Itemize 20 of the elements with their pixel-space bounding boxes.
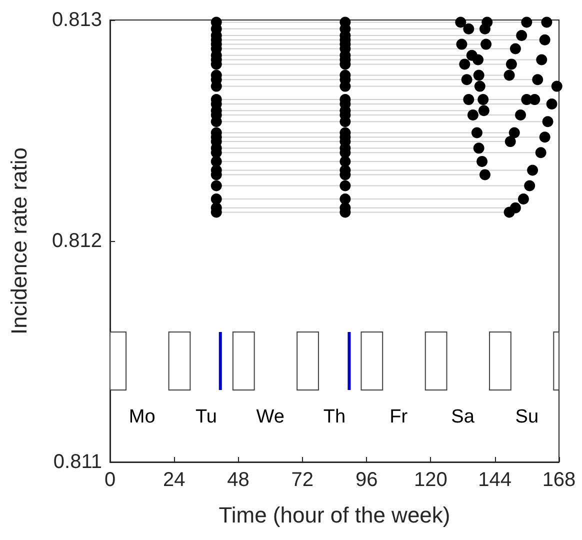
x-tick-label: 144: [478, 469, 512, 491]
annotation: Mo: [128, 406, 156, 428]
x-axis-title: Time (hour of the week): [218, 502, 450, 528]
annotation: Tu: [195, 406, 217, 428]
annotation: Sa: [451, 406, 475, 428]
annotation: We: [256, 406, 284, 428]
annotation: Su: [515, 406, 539, 428]
y-tick-label: 0.811: [53, 451, 102, 473]
x-tick-label: 24: [163, 469, 186, 491]
x-tick-label: 48: [227, 469, 250, 491]
x-tick-label: 0: [104, 469, 116, 491]
y-tick-label: 0.812: [52, 230, 102, 252]
y-tick-label: 0.813: [52, 9, 102, 31]
x-tick-label: 72: [291, 469, 314, 491]
y-axis-title: Incidence rate ratio: [6, 147, 32, 335]
annotation: Fr: [390, 406, 408, 428]
x-tick-label: 120: [414, 469, 448, 491]
x-tick-label: 96: [355, 469, 378, 491]
x-tick-label: 168: [542, 469, 576, 491]
annotation: Th: [323, 406, 346, 428]
